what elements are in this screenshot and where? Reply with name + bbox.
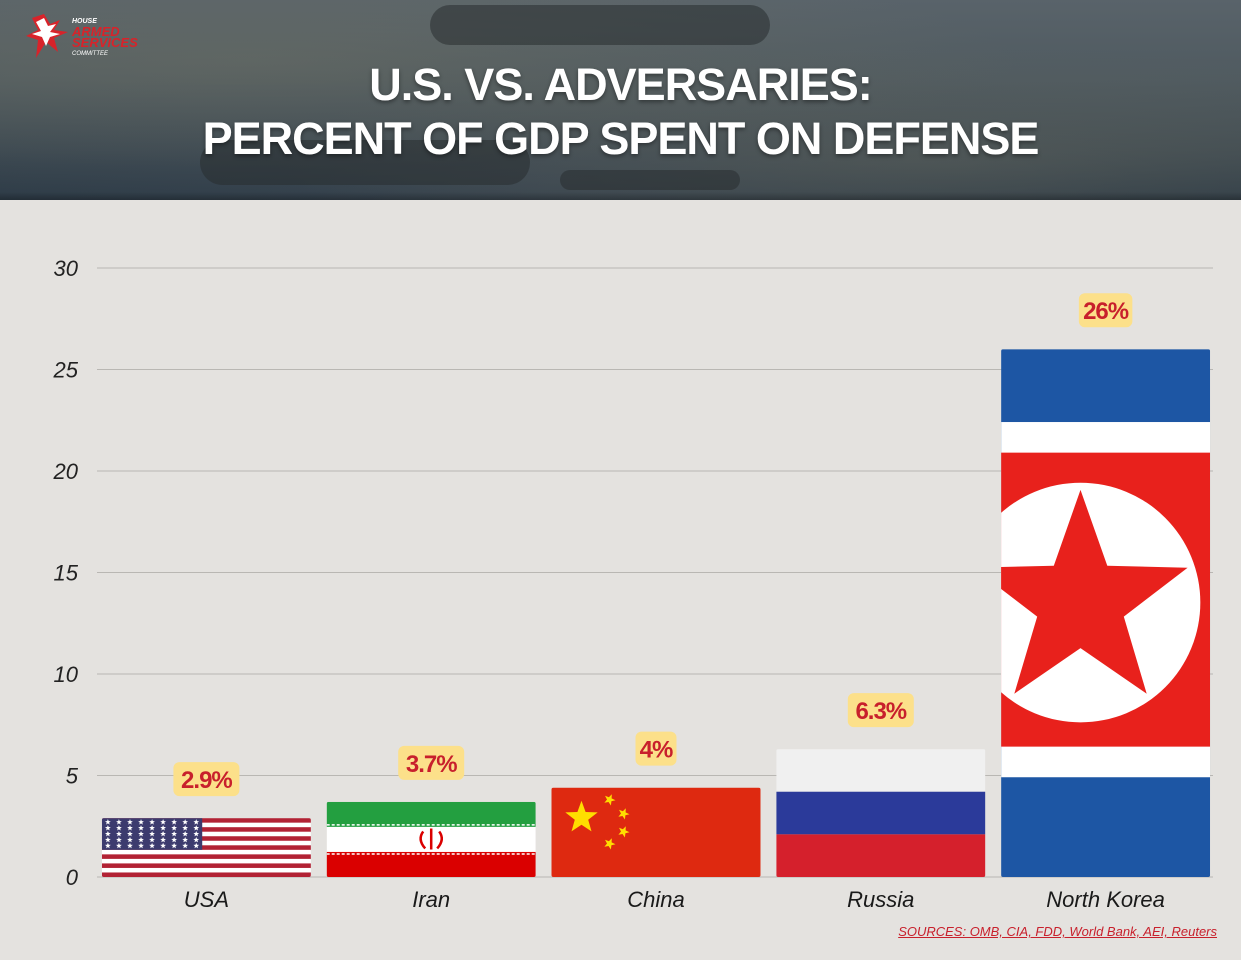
title-line-2: PERCENT OF GDP SPENT ON DEFENSE	[202, 113, 1040, 164]
data-label-bg	[1078, 293, 1133, 328]
photo-rifle-shape	[560, 170, 740, 190]
bar-china	[551, 787, 761, 877]
flag-fill	[776, 749, 986, 877]
committee-logo: HOUSE ARMED SERVICES COMMITTEE	[24, 12, 164, 64]
photo-soldier-shape	[430, 5, 770, 45]
y-tick-label: 20	[53, 459, 79, 484]
logo-text-services: SERVICES	[72, 35, 138, 50]
data-label: 6.3%	[855, 698, 906, 725]
photo-soldier-shape	[200, 140, 530, 185]
y-tick-label: 25	[53, 358, 79, 383]
flag-fill	[326, 801, 536, 878]
x-category-label: North Korea	[1046, 887, 1165, 912]
data-label-bg	[173, 762, 240, 797]
x-category-label: Iran	[412, 887, 450, 912]
title-line-1: U.S. VS. ADVERSARIES:	[369, 59, 872, 110]
sources-link[interactable]: SOURCES: OMB, CIA, FDD, World Bank, AEI,…	[898, 924, 1217, 939]
page-title: U.S. VS. ADVERSARIES: PERCENT OF GDP SPE…	[0, 58, 1241, 166]
y-tick-label: 15	[54, 561, 79, 586]
data-label: 4%	[640, 737, 673, 764]
logo-text-committee: COMMITTEE	[72, 51, 108, 57]
x-category-label: Russia	[847, 887, 914, 912]
flag-fill	[551, 787, 761, 877]
flag-fill	[1001, 349, 1211, 877]
data-label-bg	[847, 693, 914, 728]
header-banner: HOUSE ARMED SERVICES COMMITTEE U.S. VS. …	[0, 0, 1241, 200]
bar-north-korea	[1001, 349, 1211, 877]
eagle-icon	[26, 14, 68, 58]
x-category-label: USA	[184, 887, 229, 912]
logo-text-armed: ARMED	[72, 24, 120, 39]
flag-fill	[101, 818, 311, 878]
y-tick-label: 5	[66, 764, 79, 789]
bar-usa	[101, 818, 311, 878]
data-label: 2.9%	[181, 767, 232, 794]
y-tick-label: 0	[66, 865, 79, 890]
logo-text-house: HOUSE	[72, 18, 97, 25]
x-category-label: China	[627, 887, 684, 912]
data-label: 26%	[1083, 298, 1129, 325]
data-label-bg	[398, 745, 465, 780]
bar-iran	[326, 801, 536, 878]
y-tick-label: 10	[54, 662, 79, 687]
bar-russia	[776, 749, 986, 877]
data-label: 3.7%	[406, 751, 457, 778]
y-tick-label: 30	[54, 256, 79, 281]
data-label-bg	[635, 731, 677, 766]
